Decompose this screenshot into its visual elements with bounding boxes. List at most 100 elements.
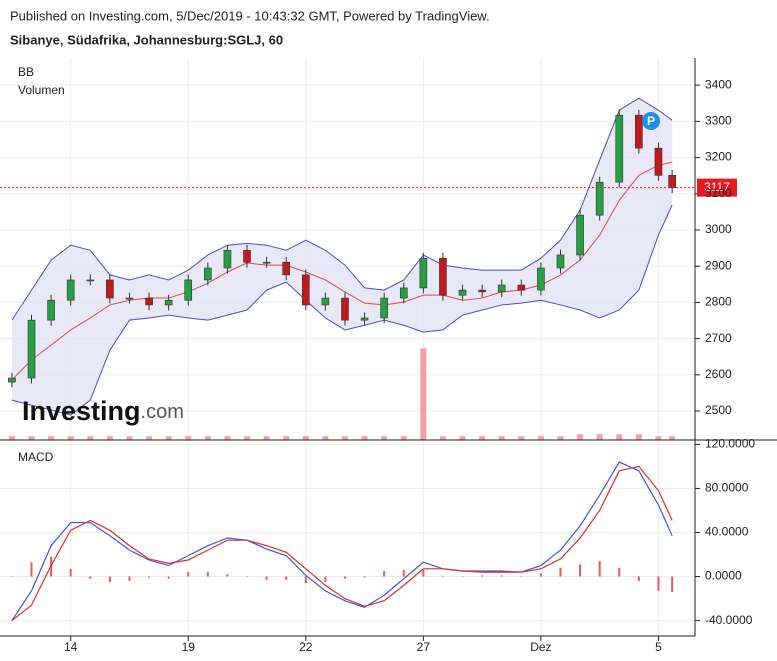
- x-tick-label: 22: [299, 640, 313, 654]
- histogram-bar: [324, 576, 327, 583]
- y-tick-label: 2600: [705, 367, 732, 381]
- y-tick-label: 2900: [705, 258, 732, 272]
- histogram-bar: [30, 562, 33, 577]
- volume-bar: [577, 434, 584, 440]
- histogram-bar: [481, 575, 484, 577]
- histogram-bar: [500, 575, 503, 577]
- histogram-bar: [539, 573, 542, 577]
- histogram-bar: [148, 576, 151, 578]
- published-note: Published on Investing.com, 5/Dec/2019 -…: [10, 8, 490, 23]
- last-price-label: 3117: [704, 180, 730, 194]
- candle-body: [184, 279, 193, 301]
- plot: 3117: [0, 84, 737, 641]
- volume-bar: [655, 436, 662, 440]
- candle-body: [497, 284, 506, 293]
- volume-bar: [322, 436, 329, 440]
- candle-body: [243, 249, 251, 263]
- candle-body: [360, 317, 369, 321]
- volume-bar: [87, 436, 94, 440]
- band-lower: [11, 204, 673, 416]
- x-tick-label: Dez: [530, 640, 551, 654]
- candle-body: [47, 299, 55, 321]
- histogram-bar: [343, 576, 346, 579]
- volume-bar: [459, 436, 466, 440]
- histogram-bar: [671, 576, 674, 592]
- candle-body: [8, 377, 16, 383]
- histogram-bar: [441, 576, 444, 578]
- volume-bar: [616, 434, 623, 440]
- legend-bb: BB: [18, 65, 34, 79]
- candle-body: [635, 114, 643, 149]
- histogram-bar: [559, 567, 562, 577]
- candle-body: [282, 261, 291, 276]
- histogram-bar: [265, 576, 268, 580]
- histogram-bar: [10, 576, 13, 578]
- candle-body: [595, 181, 604, 216]
- candle-body: [537, 267, 545, 291]
- logo: Investing.com: [22, 396, 184, 426]
- y-tick-label: 80.0000: [705, 481, 749, 495]
- y-tick-label: 2800: [705, 295, 732, 309]
- logo-brand: Investing: [22, 396, 141, 426]
- legend-volume: Volumen: [18, 83, 65, 97]
- candle-body: [106, 279, 114, 299]
- candle-body: [66, 279, 75, 301]
- candle-body: [27, 319, 36, 379]
- volume-bar: [518, 436, 525, 440]
- volume-bar: [67, 436, 74, 440]
- candle-body: [517, 284, 526, 291]
- candle-body: [262, 261, 271, 264]
- y-tick-label: 120.0000: [705, 437, 755, 451]
- volume-bar: [669, 436, 676, 440]
- y-tick-label: 3100: [705, 186, 732, 200]
- volume-bar: [224, 436, 231, 440]
- histogram-bar: [363, 576, 366, 578]
- candle-body: [125, 297, 134, 300]
- event-marker-glyph: P: [647, 114, 655, 128]
- volume-bar: [498, 436, 505, 440]
- x-tick-label: 14: [64, 640, 78, 654]
- x-tick-label: 5: [655, 640, 662, 654]
- histogram-bar: [598, 561, 601, 577]
- y-tick-label: 40.0000: [705, 525, 749, 539]
- y-tick-label: 3200: [705, 150, 732, 164]
- candle-body: [399, 287, 408, 299]
- candle-body: [654, 147, 663, 176]
- histogram-bar: [128, 576, 131, 581]
- volume-bar: [439, 436, 446, 440]
- candle-body: [145, 297, 153, 306]
- volume-bar: [146, 436, 153, 440]
- symbol-title: Sibanye, Südafrika, Johannesburg:SGLJ, 6…: [10, 32, 283, 47]
- histogram-bar: [579, 564, 582, 577]
- candle-body: [439, 257, 447, 296]
- band-middle: [11, 161, 673, 381]
- candle-body: [204, 267, 212, 281]
- y-tick-label: 3400: [705, 77, 732, 91]
- candle-body: [615, 114, 624, 183]
- y-tick-label: 2700: [705, 331, 732, 345]
- volume-bar: [28, 436, 35, 440]
- candle-body: [86, 279, 95, 282]
- candle-body: [301, 274, 310, 306]
- histogram-bar: [206, 572, 209, 577]
- volume-bar: [635, 434, 642, 440]
- volume-bar: [557, 436, 564, 440]
- histogram-bar: [618, 567, 621, 577]
- candle-body: [576, 214, 584, 256]
- logo-suffix: .com: [141, 401, 184, 423]
- volume-bar: [244, 436, 251, 440]
- candle-body: [341, 297, 349, 321]
- x-tick-label: 19: [182, 640, 196, 654]
- volume-bar: [400, 436, 407, 440]
- volume-bar: [302, 436, 309, 440]
- histogram-bar: [285, 576, 288, 580]
- y-tick-label: 0.0000: [705, 569, 742, 583]
- candle-body: [478, 289, 486, 293]
- volume-bar: [283, 436, 290, 440]
- candle-body: [321, 297, 330, 306]
- candle-body: [419, 257, 428, 289]
- histogram-bar: [461, 576, 464, 578]
- band-upper: [11, 97, 673, 321]
